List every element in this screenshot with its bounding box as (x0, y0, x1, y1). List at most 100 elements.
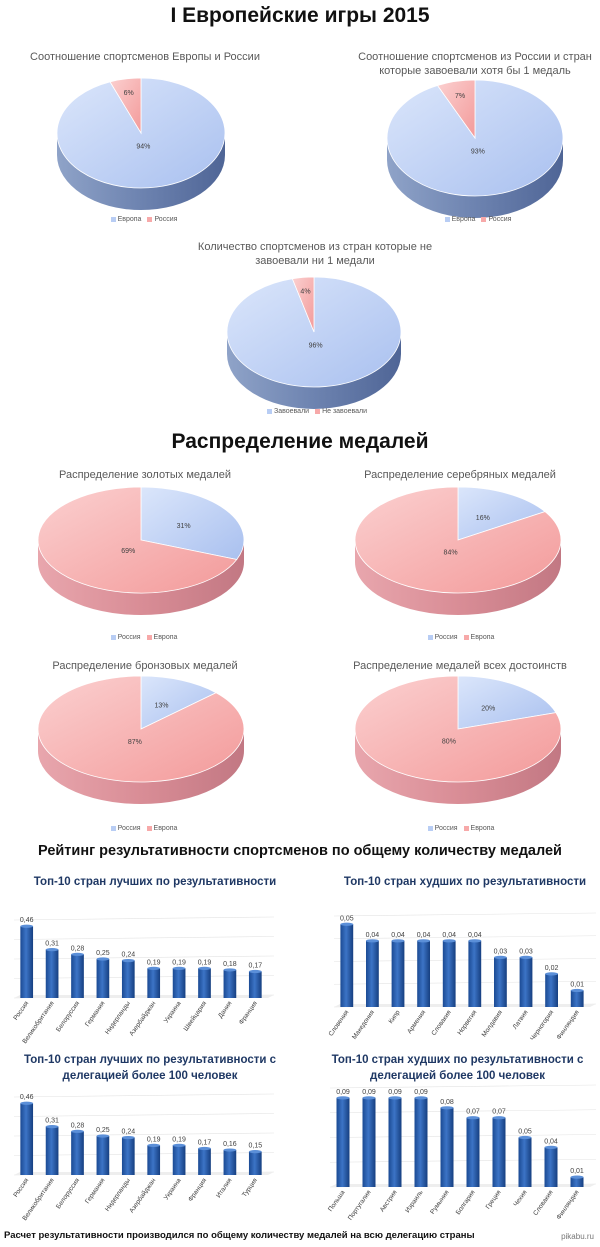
bar-chart-3: 0,46Россия0,31Великобритания0,28Белорусс… (12, 1093, 275, 1222)
pie-legend: Завоевали Не завоевали (234, 408, 394, 415)
bar-data-label: 0,07 (466, 1109, 480, 1116)
pie-slice-Европа (386, 79, 564, 197)
bar-cap (391, 939, 405, 943)
bar-data-label: 0,46 (20, 917, 34, 924)
bar-data-label: 0,18 (223, 961, 237, 968)
pie-chart-5: 16% 84% (354, 486, 562, 615)
gridline (333, 912, 597, 917)
bar-cap (96, 957, 110, 961)
legend-swatch (147, 216, 153, 222)
bar-category-label: Черногория (529, 1009, 555, 1042)
pie-title: Распределение золотых медалей (58, 469, 231, 481)
bar-cap (494, 955, 507, 959)
bar-category-label: Франция (238, 1000, 259, 1026)
bar-category-label: Греция (485, 1189, 503, 1211)
bar-cap (45, 948, 59, 952)
bar-chart-title: Топ-10 стран лучших по результативности … (23, 1054, 277, 1082)
bar-Великобритания (45, 949, 59, 998)
bar-data-label: 0,01 (570, 981, 584, 988)
bar-data-label: 0,04 (391, 932, 405, 939)
bar-Латвия (519, 957, 533, 1007)
legend-entry: Европа (117, 216, 142, 223)
bar-category-label: Турция (241, 1177, 259, 1199)
bar-Швейцария (198, 968, 211, 998)
bar-cap (466, 1116, 480, 1120)
bar-cap (442, 939, 456, 943)
bar-Греция (492, 1117, 506, 1187)
bar-data-label: 0,17 (198, 1139, 212, 1146)
bar-category-label: Кипр (388, 1009, 402, 1025)
pie-legend: Россия Европа (61, 825, 221, 832)
bar-Украина (172, 968, 186, 998)
bar-Украина (172, 1145, 186, 1175)
bar-cap (71, 1129, 84, 1133)
pie-slice-Россия (140, 486, 245, 560)
bar-cap (440, 1106, 454, 1110)
bar-category-label: Норвегия (456, 1009, 478, 1037)
pie-chart-3: 96% 4% (226, 276, 402, 409)
bar-category-label: Финляндия (555, 1189, 581, 1221)
bar-Великобритания (45, 1126, 59, 1175)
bar-Португалия (362, 1097, 376, 1187)
bar-Дания (223, 969, 237, 998)
bar-Македония (366, 940, 379, 1007)
bar-data-label: 0,24 (121, 952, 135, 959)
footer-note: Расчет результативности производился по … (4, 1230, 475, 1241)
pie-side-7 (355, 729, 561, 804)
pie-slice-Европа (56, 77, 226, 189)
bar-category-label: Азербайджан (127, 999, 157, 1037)
bar-cap (223, 1148, 237, 1152)
legend-entry: Завоевали (273, 408, 310, 415)
pie-slice-Россия (436, 79, 476, 140)
bar-data-label: 0,03 (494, 948, 508, 955)
bar-cap (414, 1096, 428, 1100)
bar-data-label: 0,19 (198, 959, 212, 966)
bar-category-label: Дания (217, 1000, 234, 1020)
legend-swatch (444, 216, 450, 222)
legend-swatch (427, 825, 433, 831)
gridline (13, 1113, 275, 1117)
legend-entry: Россия (117, 825, 141, 832)
bar-data-label: 0,25 (96, 1127, 110, 1134)
bar-category-label: Молдавия (481, 1009, 505, 1039)
source-credit: pikabu.ru (561, 1232, 594, 1241)
bar-Кипр (391, 940, 405, 1007)
bar-chart-2: 0,05 Словения 0,04 Македония 0,04 Кипр 0,04 Арм… (328, 912, 597, 1042)
bar-category-label: Словения (328, 1009, 351, 1038)
bar-cap (570, 988, 584, 993)
pie-slice-Европа (37, 486, 238, 594)
pie-slice-Россия (457, 486, 546, 541)
bar-chart-title: Топ-10 стран худших по результативности … (331, 1054, 584, 1082)
pie-title: Количество спортсменов из стран которые … (197, 241, 433, 267)
pie-data-label: 4% (300, 288, 310, 295)
bar-Азербайджан (147, 1145, 161, 1175)
legend-swatch (146, 634, 152, 640)
bar-Белоруссия (71, 954, 84, 998)
pie-title: Распределение бронзовых медалей (52, 660, 238, 672)
pie-chart-7: 20% 80% (354, 675, 562, 804)
bar-cap (544, 1145, 558, 1149)
bar-category-label: Швейцария (182, 999, 209, 1032)
bar-category-label: Франция (187, 1177, 208, 1203)
pie-data-label: 80% (442, 738, 456, 745)
pie-legend: Россия Европа (378, 634, 538, 641)
pie-data-label: 6% (124, 90, 134, 97)
bar-cap (147, 1143, 161, 1147)
pie-data-label: 96% (309, 342, 323, 349)
bar-data-label: 0,09 (336, 1089, 350, 1096)
bar-category-label: Россия (12, 1177, 30, 1199)
bar-category-label: Австрия (379, 1189, 399, 1214)
bar-Словакия (442, 940, 456, 1007)
bar-cap (362, 1096, 376, 1100)
bar-cap (468, 939, 482, 943)
bar-Болгария (466, 1117, 480, 1187)
bar-cap (336, 1096, 350, 1100)
legend-swatch (110, 634, 116, 640)
pie-chart-4: 31% 69% (37, 486, 245, 615)
bar-Турция (248, 1151, 262, 1175)
bar-cap (45, 1125, 59, 1129)
bar-Румыния (440, 1107, 454, 1187)
bar-cap (172, 1143, 186, 1147)
bar-category-label: Болгария (455, 1189, 477, 1216)
pie-slice-Россия (457, 675, 557, 730)
